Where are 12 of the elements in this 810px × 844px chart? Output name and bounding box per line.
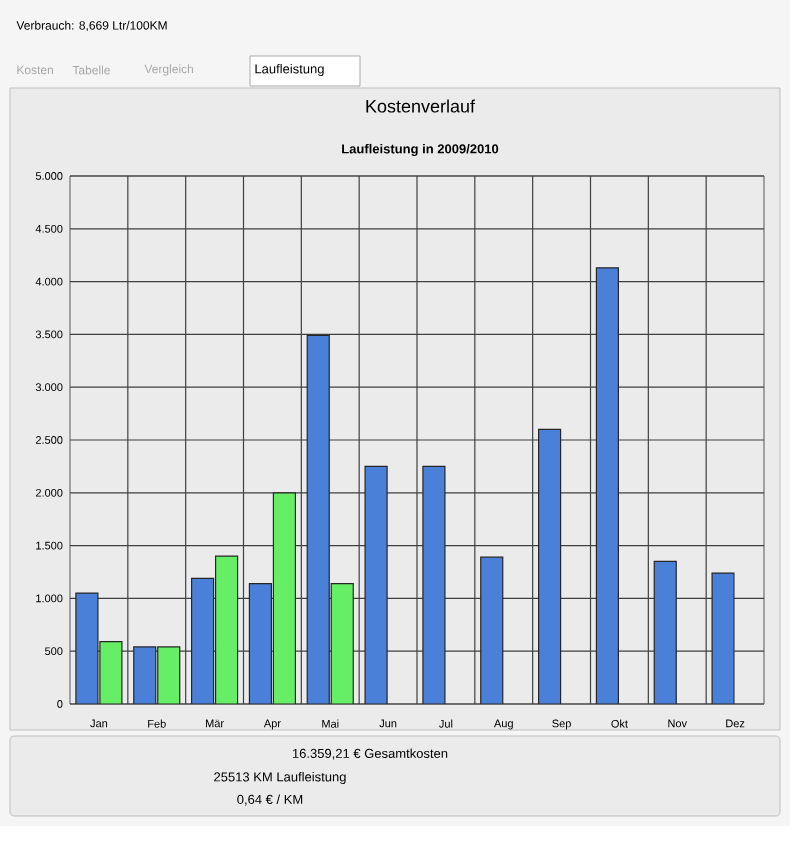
bar <box>214 555 239 704</box>
chart-title: Kostenverlauf <box>366 99 476 113</box>
bar <box>653 560 677 704</box>
bar <box>330 583 354 704</box>
bar <box>480 556 504 704</box>
bar <box>422 465 446 704</box>
bar <box>537 428 562 704</box>
bar <box>711 572 735 704</box>
bar <box>272 492 297 704</box>
bar <box>595 267 620 704</box>
bar <box>157 646 181 704</box>
bar <box>364 465 388 704</box>
